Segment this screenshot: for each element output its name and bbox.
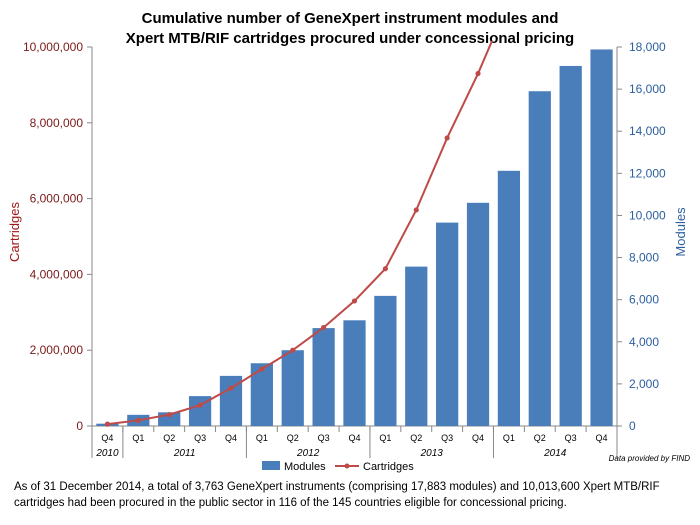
- x-tick-label: Q3: [318, 433, 330, 443]
- right-tick-label: 4,000: [629, 335, 659, 349]
- x-axis-ticks: Q4 Q1 Q2 Q3 Q4 Q1 Q2 Q3 Q4 Q1 Q2 Q3 Q4 Q1 Q2 Q3 Q4 2010 20…: [91, 426, 618, 459]
- cartridges-point: [166, 412, 172, 418]
- left-axis-ticks: 0 2,000,000 4,000,000 6,000,000 8,000,000 10,…: [23, 40, 92, 433]
- x-tick-label: Q1: [379, 433, 391, 443]
- left-tick-label: 2,000,000: [30, 343, 84, 357]
- modules-bar: [281, 350, 304, 426]
- year-label: 2013: [420, 448, 444, 459]
- chart: Cumulative number of GeneXpert instrumen…: [7, 0, 691, 473]
- right-tick-label: 14,000: [629, 124, 666, 138]
- chart-title-line-1: Cumulative number of GeneXpert instrumen…: [142, 10, 559, 27]
- legend-cartridges-marker: [344, 463, 350, 469]
- left-tick-label: 8,000,000: [30, 116, 84, 130]
- right-axis-title: Modules: [673, 207, 688, 257]
- modules-bar: [590, 49, 613, 426]
- right-tick-label: 0: [629, 419, 636, 433]
- x-tick-label: Q4: [596, 433, 608, 443]
- x-tick-label: Q3: [565, 433, 577, 443]
- right-tick-label: 2,000: [629, 377, 659, 391]
- left-tick-label: 10,000,000: [23, 40, 83, 54]
- cartridges-point: [413, 207, 419, 213]
- x-tick-label: Q3: [441, 433, 453, 443]
- cartridges-point: [382, 266, 388, 272]
- cartridges-point: [351, 298, 358, 304]
- legend-modules-swatch: [262, 461, 280, 470]
- year-label: 2012: [296, 448, 320, 459]
- right-axis-ticks: 0 2,000 4,000 6,000 8,000 10,000 12,000 14,000 1…: [617, 40, 666, 433]
- x-tick-label: Q1: [503, 433, 515, 443]
- right-tick-label: 18,000: [629, 40, 666, 54]
- x-tick-label: Q1: [132, 433, 144, 443]
- x-tick-label: Q4: [348, 433, 360, 443]
- modules-bar: [343, 320, 366, 426]
- modules-bar: [405, 266, 428, 426]
- modules-bar: [312, 328, 335, 426]
- modules-bar: [436, 222, 459, 426]
- modules-bar: [466, 202, 490, 426]
- x-tick-label: Q2: [163, 433, 175, 443]
- cartridges-point: [259, 366, 265, 372]
- year-label: 2010: [95, 448, 119, 459]
- cartridges-point: [290, 347, 296, 353]
- cartridges-point: [321, 324, 327, 331]
- right-tick-label: 6,000: [629, 293, 659, 307]
- modules-bar: [188, 396, 212, 426]
- x-tick-label: Q4: [101, 433, 113, 443]
- cartridges-point: [444, 135, 450, 141]
- x-tick-label: Q3: [194, 433, 206, 443]
- modules-bar: [374, 295, 397, 426]
- right-tick-label: 8,000: [629, 251, 659, 265]
- legend-modules-label: Modules: [284, 461, 326, 473]
- left-tick-label: 4,000,000: [30, 267, 84, 281]
- cartridges-line: [104, 0, 511, 427]
- year-label: 2011: [173, 448, 196, 459]
- cartridges-point: [135, 417, 141, 423]
- year-label: 2014: [543, 448, 567, 459]
- x-tick-label: Q4: [472, 433, 484, 443]
- x-tick-label: Q2: [287, 433, 299, 443]
- modules-bar: [250, 363, 273, 426]
- right-tick-label: 10,000: [629, 208, 666, 222]
- legend-cartridges-label: Cartridges: [363, 461, 414, 473]
- data-credit: Data provided by FIND: [609, 454, 691, 463]
- modules-bar: [219, 375, 243, 426]
- modules-bar: [559, 65, 582, 426]
- left-tick-label: 6,000,000: [30, 192, 84, 206]
- x-tick-label: Q2: [410, 433, 422, 443]
- chart-title-line-2: Xpert MTB/RIF cartridges procured under …: [126, 30, 574, 47]
- right-tick-label: 12,000: [629, 166, 666, 180]
- cartridges-point: [228, 385, 234, 391]
- modules-bar: [528, 91, 551, 426]
- modules-bars: [96, 49, 613, 426]
- caption: As of 31 December 2014, a total of 3,763…: [14, 481, 660, 509]
- modules-bar: [497, 170, 521, 426]
- left-tick-label: 0: [76, 419, 83, 433]
- x-tick-label: Q2: [534, 433, 546, 443]
- cartridges-point: [197, 402, 203, 408]
- x-tick-label: Q1: [256, 433, 268, 443]
- left-axis-title: Cartridges: [7, 202, 22, 262]
- cartridges-point: [475, 70, 481, 77]
- cartridges-point: [104, 421, 111, 427]
- x-tick-label: Q4: [225, 433, 237, 443]
- right-tick-label: 16,000: [629, 82, 666, 96]
- legend: Modules Cartridges: [262, 461, 414, 473]
- cartridges-point: [506, 0, 511, 4]
